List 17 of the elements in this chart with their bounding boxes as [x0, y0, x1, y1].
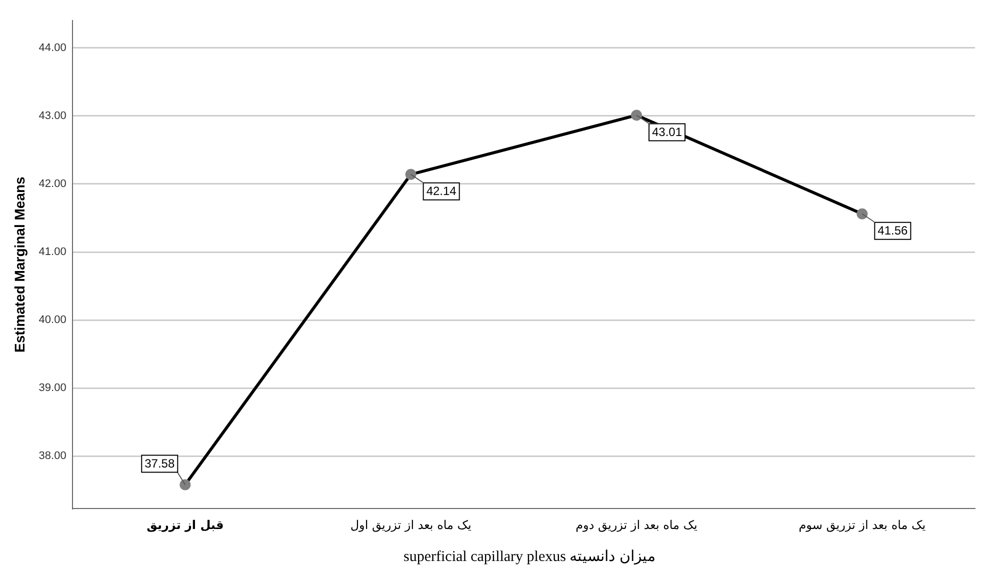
data-label: 41.56: [878, 224, 908, 238]
data-label: 43.01: [652, 125, 682, 140]
x-tick-label: یک ماه بعد از تزریق دوم: [576, 518, 698, 532]
y-tick-label: 41.00: [38, 246, 66, 258]
y-tick-label: 42.00: [38, 178, 66, 190]
x-tick-label: یک ماه بعد از تزریق سوم: [798, 518, 926, 532]
x-tick-label: قبل از تزریق: [146, 518, 224, 532]
y-tick-label: 40.00: [38, 314, 66, 326]
y-axis-title: Estimated Marginal Means: [11, 176, 28, 353]
x-axis-title: میزان دانسیته superficial capillary plexus: [402, 548, 656, 566]
y-tick-label: 39.00: [38, 382, 66, 394]
y-tick-label: 43.00: [38, 110, 66, 122]
data-label: 37.58: [144, 456, 175, 471]
x-tick-label: یک ماه بعد از تزریق اول: [350, 518, 472, 532]
data-label: 42.14: [426, 184, 457, 198]
y-tick-label: 44.00: [38, 42, 66, 54]
y-tick-label: 38.00: [38, 450, 66, 462]
